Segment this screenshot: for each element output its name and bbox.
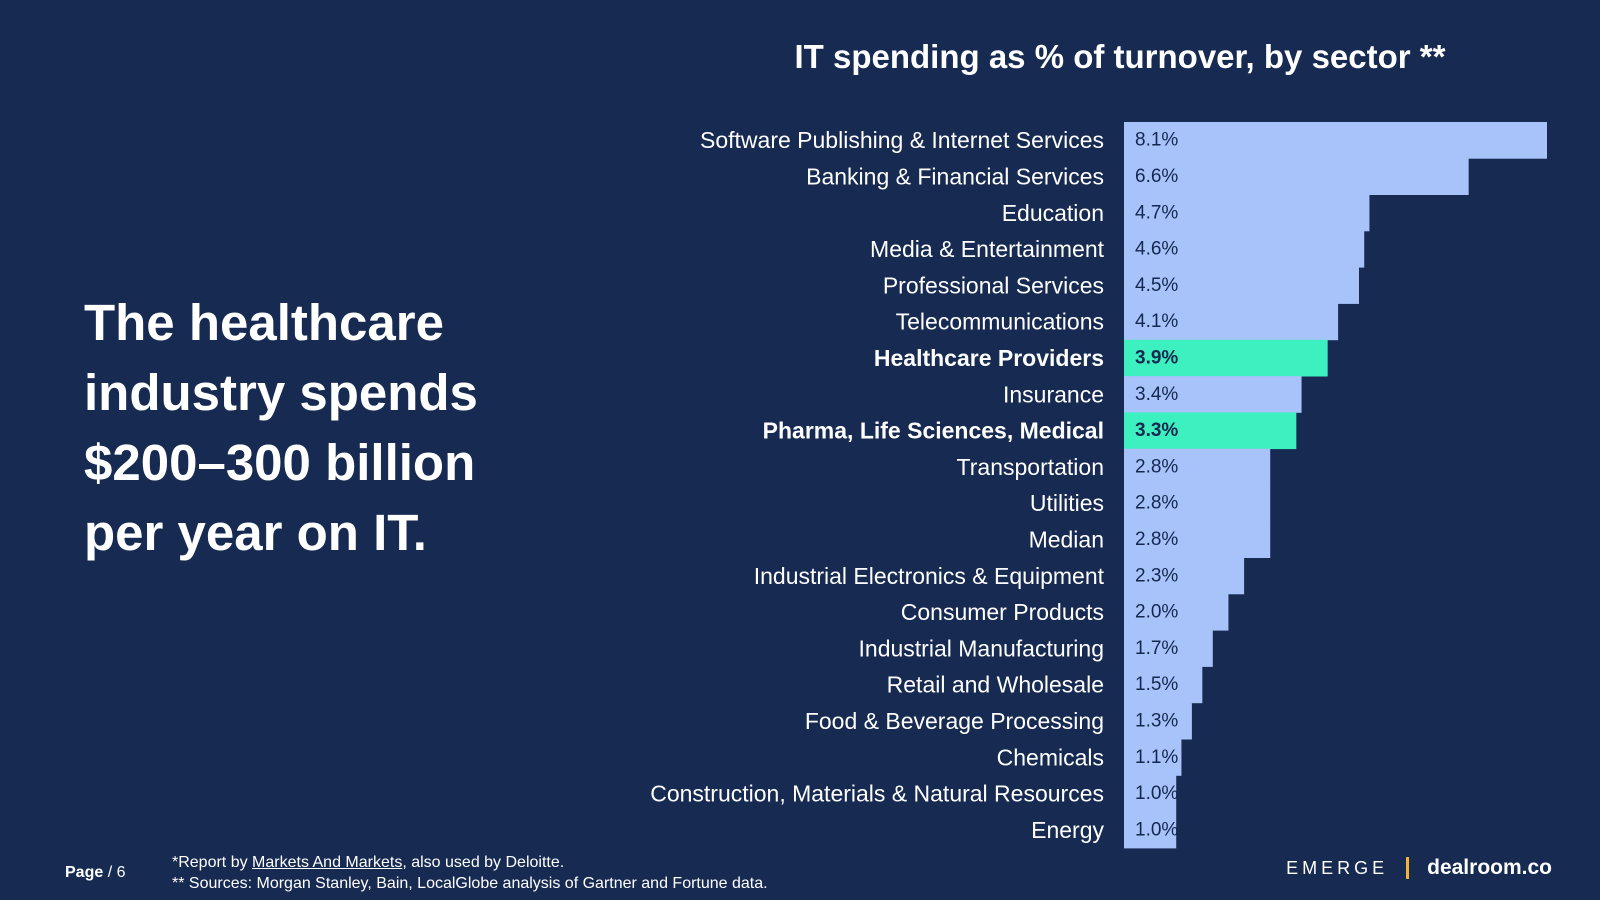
category-label: Retail and Wholesale bbox=[887, 672, 1104, 698]
category-label: Software Publishing & Internet Services bbox=[700, 127, 1104, 153]
logo-divider bbox=[1406, 857, 1410, 879]
category-label: Food & Beverage Processing bbox=[805, 708, 1104, 734]
headline-line: per year on IT. bbox=[84, 504, 427, 561]
category-label: Telecommunications bbox=[896, 309, 1104, 335]
page-label: Page bbox=[65, 864, 104, 881]
bar-transportation bbox=[1124, 448, 1271, 486]
bar-construction-materials-natural-resources bbox=[1124, 775, 1177, 813]
category-label: Median bbox=[1029, 526, 1104, 552]
footnotes: *Report by Markets And Markets, also use… bbox=[172, 852, 768, 894]
value-label: 1.1% bbox=[1135, 747, 1178, 768]
value-label: 2.3% bbox=[1135, 565, 1178, 586]
bar-chemicals bbox=[1124, 739, 1182, 776]
bar-utilities bbox=[1124, 485, 1271, 522]
bar-education bbox=[1124, 194, 1370, 232]
bar-software-publishing-internet-services bbox=[1124, 122, 1547, 159]
category-label: Industrial Electronics & Equipment bbox=[754, 563, 1105, 589]
bar-insurance bbox=[1124, 376, 1302, 413]
dealroom-logo: dealroom.co bbox=[1427, 856, 1552, 879]
bar-industrial-electronics-equipment bbox=[1124, 557, 1245, 595]
footnote-1: *Report by Markets And Markets, also use… bbox=[172, 852, 768, 873]
bar-energy bbox=[1124, 811, 1177, 849]
bar-food-beverage-processing bbox=[1124, 702, 1192, 740]
category-label: Media & Entertainment bbox=[870, 236, 1105, 262]
value-label: 4.6% bbox=[1135, 239, 1178, 260]
category-label: Energy bbox=[1031, 817, 1104, 843]
value-label: 2.0% bbox=[1135, 602, 1178, 623]
footer-logos: EMERGE dealroom.co bbox=[1286, 856, 1552, 880]
value-label: 1.0% bbox=[1135, 819, 1178, 840]
page-number: Page / 6 bbox=[65, 864, 126, 882]
headline-line: industry spends bbox=[84, 364, 478, 421]
value-label: 4.1% bbox=[1135, 311, 1178, 332]
footnote-1-suffix: , also used by Deloitte. bbox=[402, 854, 565, 871]
chart-title: IT spending as % of turnover, by sector … bbox=[794, 38, 1446, 75]
value-label: 6.6% bbox=[1135, 166, 1178, 187]
value-label: 1.7% bbox=[1135, 638, 1178, 659]
footnote-2: ** Sources: Morgan Stanley, Bain, LocalG… bbox=[172, 875, 768, 892]
value-label: 8.1% bbox=[1135, 130, 1178, 151]
bar-median bbox=[1124, 521, 1271, 558]
bar-professional-services bbox=[1124, 267, 1359, 304]
bar-industrial-manufacturing bbox=[1124, 630, 1213, 667]
value-label: 3.3% bbox=[1135, 420, 1178, 441]
bar-consumer-products bbox=[1124, 593, 1229, 631]
value-label: 2.8% bbox=[1135, 456, 1178, 477]
category-label: Banking & Financial Services bbox=[806, 163, 1104, 189]
emerge-logo: EMERGE bbox=[1286, 857, 1389, 878]
category-label: Construction, Materials & Natural Resour… bbox=[650, 781, 1104, 807]
footnote-1-prefix: *Report by bbox=[172, 854, 253, 871]
value-label: 2.8% bbox=[1135, 529, 1178, 550]
headline-line: $200–300 billion bbox=[84, 434, 476, 491]
category-label: Insurance bbox=[1003, 381, 1104, 407]
page-count: / 6 bbox=[107, 864, 126, 881]
value-label: 1.5% bbox=[1135, 674, 1178, 695]
category-label: Consumer Products bbox=[901, 599, 1104, 625]
category-label: Chemicals bbox=[997, 744, 1104, 770]
category-label: Professional Services bbox=[883, 272, 1104, 298]
value-label: 1.3% bbox=[1135, 710, 1178, 731]
bar-retail-and-wholesale bbox=[1124, 666, 1203, 704]
value-label: 4.5% bbox=[1135, 275, 1178, 296]
value-label: 4.7% bbox=[1135, 202, 1178, 223]
bar-banking-financial-services bbox=[1124, 158, 1469, 195]
value-label: 1.0% bbox=[1135, 783, 1178, 804]
category-label: Healthcare Providers bbox=[874, 345, 1104, 371]
bar-media-entertainment bbox=[1124, 230, 1365, 268]
value-label: 3.4% bbox=[1135, 384, 1178, 405]
headline-line: The healthcare bbox=[84, 294, 444, 351]
category-label: Pharma, Life Sciences, Medical bbox=[763, 418, 1104, 444]
category-label: Industrial Manufacturing bbox=[859, 635, 1104, 661]
bar-telecommunications bbox=[1124, 303, 1339, 341]
value-label: 3.9% bbox=[1135, 347, 1178, 368]
headline: The healthcare industry spends $200–300 … bbox=[84, 288, 604, 568]
bar-pharma-life-sciences-medical bbox=[1124, 412, 1297, 450]
category-label: Transportation bbox=[957, 454, 1104, 480]
category-label: Utilities bbox=[1030, 490, 1104, 516]
value-label: 2.8% bbox=[1135, 493, 1178, 514]
bar-healthcare-providers bbox=[1124, 339, 1328, 377]
markets-and-markets-link[interactable]: Markets And Markets bbox=[252, 854, 403, 871]
category-label: Education bbox=[1002, 200, 1104, 226]
